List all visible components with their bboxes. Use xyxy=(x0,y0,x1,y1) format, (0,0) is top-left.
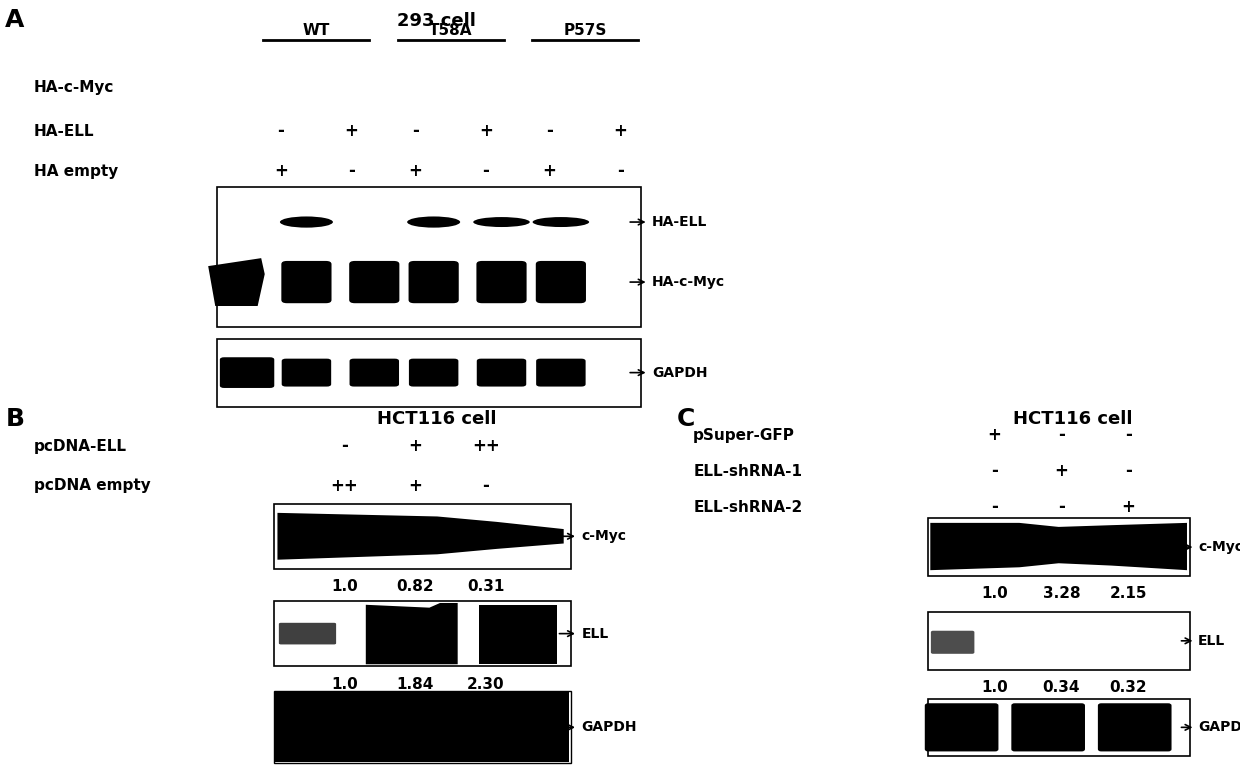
Text: c-Myc: c-Myc xyxy=(1198,540,1240,554)
FancyBboxPatch shape xyxy=(219,357,274,388)
Text: HA empty: HA empty xyxy=(33,163,118,179)
Text: pcDNA empty: pcDNA empty xyxy=(33,479,150,493)
FancyBboxPatch shape xyxy=(1097,703,1172,752)
Text: 0.34: 0.34 xyxy=(1043,680,1080,695)
Text: c-Myc: c-Myc xyxy=(582,529,626,543)
Text: -: - xyxy=(1058,499,1065,516)
Bar xyxy=(928,612,1190,670)
Text: -: - xyxy=(1058,426,1065,444)
FancyBboxPatch shape xyxy=(408,261,459,303)
Text: ++: ++ xyxy=(472,437,500,455)
FancyBboxPatch shape xyxy=(536,261,587,303)
Text: +: + xyxy=(543,162,557,180)
FancyBboxPatch shape xyxy=(409,359,459,387)
Bar xyxy=(274,691,570,763)
Text: 1.0: 1.0 xyxy=(331,676,358,692)
Text: +: + xyxy=(987,426,1002,444)
Text: 1.0: 1.0 xyxy=(981,680,1008,695)
Text: 0.32: 0.32 xyxy=(1110,680,1147,695)
FancyBboxPatch shape xyxy=(476,359,526,387)
Polygon shape xyxy=(479,604,557,664)
Text: +: + xyxy=(614,122,627,140)
Text: HA-ELL: HA-ELL xyxy=(33,123,94,139)
Text: +: + xyxy=(1121,499,1136,516)
Text: 0.31: 0.31 xyxy=(467,579,505,594)
Text: P57S: P57S xyxy=(563,22,606,38)
FancyBboxPatch shape xyxy=(281,359,331,387)
Text: HA-c-Myc: HA-c-Myc xyxy=(33,80,114,95)
Text: -: - xyxy=(341,437,348,455)
Text: pcDNA-ELL: pcDNA-ELL xyxy=(33,439,126,453)
Ellipse shape xyxy=(533,217,589,227)
Text: 1.0: 1.0 xyxy=(331,579,358,594)
Bar xyxy=(274,601,570,666)
Text: 0.82: 0.82 xyxy=(397,579,434,594)
Text: +: + xyxy=(408,477,422,495)
Text: C: C xyxy=(677,407,694,430)
Text: ELL: ELL xyxy=(582,627,609,640)
Bar xyxy=(217,339,641,407)
Text: +: + xyxy=(479,122,492,140)
Text: pSuper-GFP: pSuper-GFP xyxy=(693,428,795,443)
Text: GAPDH: GAPDH xyxy=(1198,720,1240,734)
Bar xyxy=(274,504,570,569)
Ellipse shape xyxy=(280,216,332,228)
Polygon shape xyxy=(930,523,1187,570)
Ellipse shape xyxy=(407,216,460,228)
Text: 1.84: 1.84 xyxy=(397,676,434,692)
Text: -: - xyxy=(1125,463,1132,480)
Text: +: + xyxy=(408,437,422,455)
Text: -: - xyxy=(991,463,998,480)
Text: B: B xyxy=(5,407,25,430)
FancyBboxPatch shape xyxy=(281,261,331,303)
Text: ELL-shRNA-2: ELL-shRNA-2 xyxy=(693,500,802,515)
Text: +: + xyxy=(1054,463,1069,480)
Text: +: + xyxy=(274,162,288,180)
Polygon shape xyxy=(278,513,564,560)
Text: +: + xyxy=(408,162,422,180)
Text: HCT116 cell: HCT116 cell xyxy=(1013,410,1132,428)
Text: HA-c-Myc: HA-c-Myc xyxy=(652,275,725,289)
Polygon shape xyxy=(366,603,458,664)
FancyBboxPatch shape xyxy=(536,359,585,387)
Text: T58A: T58A xyxy=(429,22,472,38)
FancyBboxPatch shape xyxy=(279,623,336,644)
FancyBboxPatch shape xyxy=(476,261,527,303)
Text: GAPDH: GAPDH xyxy=(582,720,637,734)
Ellipse shape xyxy=(474,217,529,227)
FancyBboxPatch shape xyxy=(925,703,998,752)
Text: -: - xyxy=(348,162,355,180)
Bar xyxy=(928,518,1190,576)
Polygon shape xyxy=(208,258,264,306)
Bar xyxy=(217,187,641,327)
Text: -: - xyxy=(278,122,284,140)
Text: -: - xyxy=(1125,426,1132,444)
Text: -: - xyxy=(482,162,490,180)
Text: 1.0: 1.0 xyxy=(981,587,1008,601)
Text: ++: ++ xyxy=(331,477,358,495)
Text: 2.15: 2.15 xyxy=(1110,587,1147,601)
Text: HA-ELL: HA-ELL xyxy=(652,215,708,229)
FancyBboxPatch shape xyxy=(1012,703,1085,752)
Text: -: - xyxy=(412,122,419,140)
Bar xyxy=(275,693,569,762)
Text: -: - xyxy=(616,162,624,180)
Text: A: A xyxy=(5,8,25,31)
FancyBboxPatch shape xyxy=(931,630,975,653)
Text: -: - xyxy=(546,122,553,140)
Text: 2.30: 2.30 xyxy=(467,676,505,692)
Text: 3.28: 3.28 xyxy=(1043,587,1080,601)
Text: HCT116 cell: HCT116 cell xyxy=(377,410,496,428)
Text: -: - xyxy=(482,477,490,495)
Bar xyxy=(928,699,1190,756)
FancyBboxPatch shape xyxy=(350,261,399,303)
Text: 293 cell: 293 cell xyxy=(397,12,476,30)
Text: ELL: ELL xyxy=(1198,634,1225,648)
Text: WT: WT xyxy=(303,22,330,38)
FancyBboxPatch shape xyxy=(350,359,399,387)
Text: GAPDH: GAPDH xyxy=(652,366,708,380)
Text: +: + xyxy=(345,122,358,140)
Text: ELL-shRNA-1: ELL-shRNA-1 xyxy=(693,464,802,479)
Text: -: - xyxy=(991,499,998,516)
